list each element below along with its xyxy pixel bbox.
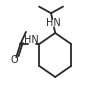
- Text: HN: HN: [46, 18, 61, 28]
- Text: O: O: [11, 55, 18, 65]
- Text: HN: HN: [24, 35, 39, 45]
